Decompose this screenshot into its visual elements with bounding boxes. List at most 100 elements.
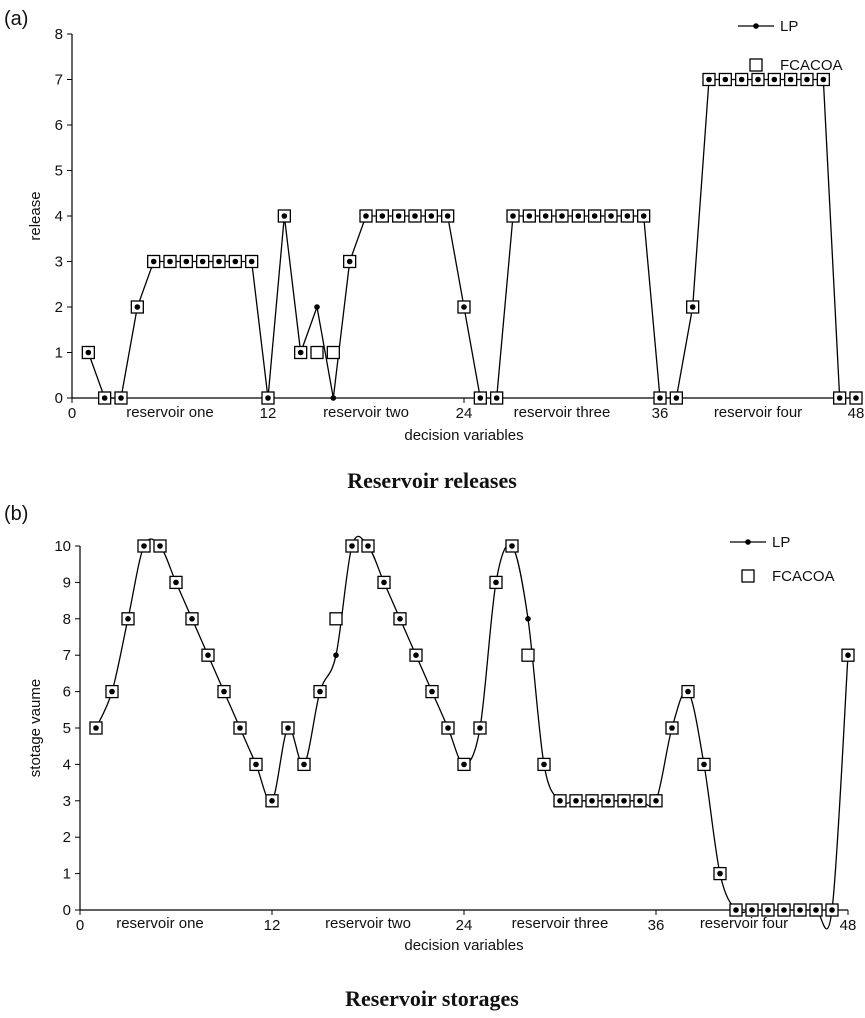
lp-point bbox=[445, 725, 451, 731]
lp-point bbox=[346, 258, 353, 265]
lp-point bbox=[493, 395, 500, 401]
lp-point bbox=[365, 543, 371, 549]
lp-point bbox=[134, 304, 141, 310]
lp-point bbox=[717, 870, 723, 877]
x-tick-label: 36 bbox=[648, 917, 665, 934]
lp-point bbox=[559, 213, 565, 219]
lp-point bbox=[706, 76, 712, 83]
y-tick-label: 6 bbox=[63, 684, 71, 701]
legend-label-fcacoa: FCACOA bbox=[780, 57, 843, 74]
lp-point bbox=[526, 213, 533, 219]
lp-point bbox=[118, 395, 124, 401]
y-tick-label: 8 bbox=[63, 611, 71, 628]
y-tick-label: 9 bbox=[63, 574, 71, 591]
lp-point bbox=[673, 395, 680, 401]
lp-point bbox=[845, 652, 851, 658]
lp-point bbox=[157, 543, 163, 549]
legend-label-lp: LP bbox=[772, 534, 790, 551]
series-line-lp bbox=[95, 535, 849, 930]
fcacoa-point bbox=[310, 345, 324, 360]
panel-label: (a) bbox=[4, 8, 28, 30]
lp-point bbox=[575, 213, 582, 219]
section-label: reservoir three bbox=[514, 404, 611, 421]
lp-point bbox=[167, 258, 173, 265]
lp-point bbox=[836, 395, 843, 401]
lp-point bbox=[477, 725, 483, 731]
lp-point bbox=[589, 798, 595, 804]
lp-point bbox=[150, 258, 157, 265]
y-axis-label: release bbox=[27, 191, 44, 240]
legend-marker-fcacoa bbox=[741, 569, 755, 583]
y-tick-label: 0 bbox=[63, 902, 71, 919]
fcacoa-point bbox=[521, 648, 535, 662]
x-tick-label: 0 bbox=[76, 917, 84, 934]
legend: LP FCACOA bbox=[730, 534, 835, 585]
lp-point bbox=[429, 688, 435, 695]
lp-point bbox=[199, 258, 206, 265]
lp-point bbox=[237, 725, 243, 731]
lp-point bbox=[621, 798, 627, 804]
lp-point bbox=[93, 725, 99, 731]
lp-point bbox=[205, 652, 211, 658]
legend-marker-fcacoa bbox=[749, 58, 763, 72]
x-tick-label: 36 bbox=[652, 405, 669, 422]
y-tick-label: 10 bbox=[54, 538, 71, 555]
x-tick-label: 12 bbox=[264, 917, 281, 934]
lp-point bbox=[428, 213, 435, 219]
lp-point bbox=[509, 543, 515, 549]
fcacoa-point bbox=[326, 345, 340, 360]
section-label: reservoir one bbox=[116, 915, 204, 932]
lp-point bbox=[510, 213, 516, 219]
y-tick-label: 7 bbox=[63, 647, 71, 664]
y-axis-label: stotage vaume bbox=[27, 679, 44, 777]
y-tick-label: 7 bbox=[55, 72, 63, 89]
lp-point bbox=[412, 213, 418, 219]
y-tick-label: 5 bbox=[55, 163, 63, 180]
x-tick-label: 0 bbox=[68, 405, 76, 422]
lp-point bbox=[101, 395, 108, 401]
lp-point bbox=[297, 349, 304, 356]
x-tick-label: 48 bbox=[848, 405, 865, 422]
lp-point bbox=[221, 688, 227, 695]
lp-point bbox=[701, 761, 707, 768]
lp-point bbox=[363, 213, 369, 219]
lp-point bbox=[829, 907, 835, 913]
lp-point bbox=[477, 395, 484, 401]
lp-point bbox=[413, 652, 419, 658]
lp-point bbox=[253, 761, 259, 768]
lp-point bbox=[125, 616, 131, 622]
y-tick-label: 3 bbox=[55, 254, 63, 271]
section-label: reservoir three bbox=[512, 915, 609, 932]
section-label: reservoir two bbox=[323, 404, 409, 421]
lp-point bbox=[738, 76, 745, 83]
lp-point bbox=[248, 258, 255, 265]
section-label: reservoir four bbox=[700, 915, 788, 932]
legend-label-fcacoa: FCACOA bbox=[772, 568, 835, 585]
x-axis-label: decision variables bbox=[404, 427, 523, 444]
lp-point bbox=[525, 616, 531, 622]
lp-point bbox=[541, 761, 547, 768]
lp-point bbox=[317, 688, 323, 695]
lp-point bbox=[804, 76, 810, 83]
lp-point bbox=[183, 258, 190, 265]
lp-point bbox=[787, 76, 794, 83]
lp-point bbox=[216, 258, 222, 265]
y-tick-label: 0 bbox=[55, 390, 63, 407]
y-tick-label: 2 bbox=[55, 299, 63, 316]
lp-point bbox=[781, 907, 787, 913]
section-label: reservoir two bbox=[325, 915, 411, 932]
x-tick-label: 12 bbox=[260, 405, 277, 422]
lp-point bbox=[542, 213, 549, 219]
lp-point bbox=[333, 652, 339, 658]
legend-marker-lp bbox=[745, 539, 751, 545]
lp-point bbox=[269, 798, 275, 804]
y-tick-label: 4 bbox=[55, 208, 63, 225]
lp-point bbox=[573, 798, 579, 804]
lp-point bbox=[141, 543, 147, 549]
lp-point bbox=[624, 213, 631, 219]
lp-point bbox=[591, 213, 598, 219]
lp-point bbox=[755, 76, 761, 83]
lp-point bbox=[813, 907, 819, 913]
